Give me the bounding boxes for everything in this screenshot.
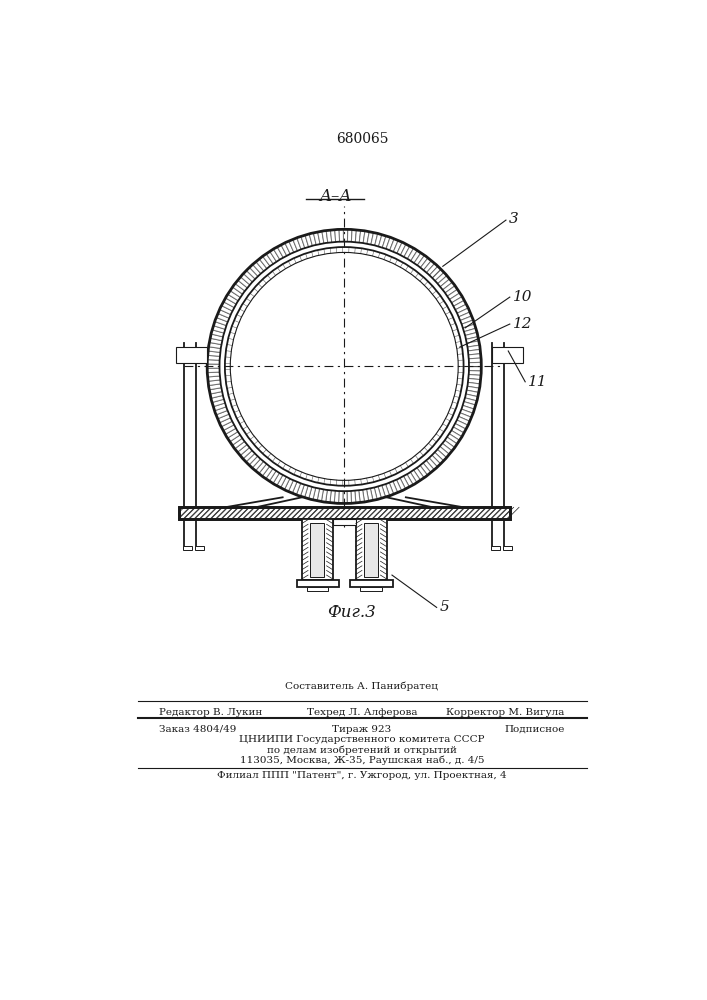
Bar [351,580,393,587]
Text: Филиал ППП "Патент", г. Ужгород, ул. Проектная, 4: Филиал ППП "Патент", г. Ужгород, ул. Про… [217,771,507,780]
Bar [179,507,510,519]
Bar [195,546,204,550]
Text: Подписное: Подписное [504,725,564,734]
Bar [176,347,207,363]
Bar [333,519,356,525]
Text: Заказ 4804/49: Заказ 4804/49 [160,725,237,734]
Bar [296,580,339,587]
Bar [356,519,387,580]
Text: A–A: A–A [319,188,351,205]
Text: 12: 12 [513,317,532,331]
Bar [503,546,512,550]
Text: 3: 3 [509,212,519,226]
Text: Корректор М. Вигула: Корректор М. Вигула [446,708,564,717]
Text: Редактор В. Лукин: Редактор В. Лукин [160,708,263,717]
Text: Составитель А. Панибратец: Составитель А. Панибратец [286,681,438,691]
Text: по делам изобретений и открытий: по делам изобретений и открытий [267,745,457,755]
Bar [302,519,333,580]
Text: 113035, Москва, Ж-35, Раушская наб., д. 4/5: 113035, Москва, Ж-35, Раушская наб., д. … [240,755,484,765]
Text: 10: 10 [513,290,532,304]
Bar [310,523,325,577]
Bar [492,347,523,363]
Bar [307,587,328,591]
Bar [491,546,500,550]
Text: 11: 11 [528,375,548,389]
Bar [179,507,510,519]
Bar [361,587,382,591]
Text: Техред Л. Алферова: Техред Л. Алферова [307,708,417,717]
Bar [364,523,378,577]
Text: 5: 5 [440,600,450,614]
Bar [182,546,192,550]
Text: Фиг.3: Фиг.3 [327,604,376,621]
Text: ЦНИИПИ Государственного комитета СССР: ЦНИИПИ Государственного комитета СССР [239,735,485,744]
Text: Тираж 923: Тираж 923 [332,725,392,734]
Text: 680065: 680065 [336,132,388,146]
